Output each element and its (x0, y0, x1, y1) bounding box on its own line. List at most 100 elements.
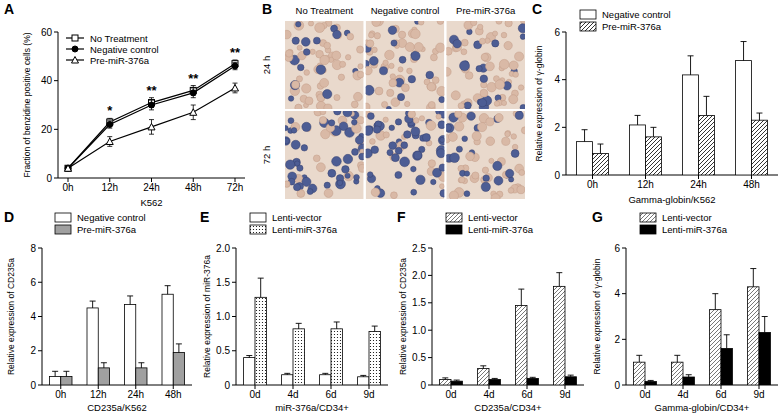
cell (387, 89, 394, 96)
bar (593, 154, 609, 175)
axes: 0246Relative expression of γ-globinGamma… (534, 27, 778, 206)
cell (357, 117, 364, 124)
cell (288, 96, 293, 101)
cell (480, 75, 488, 83)
cell (419, 116, 424, 121)
error-bar (176, 344, 182, 353)
cell (482, 167, 488, 173)
cell (366, 40, 373, 47)
cell (464, 102, 471, 109)
y-tick (54, 178, 58, 179)
y-tick-label: 8 (30, 243, 36, 254)
error-bar (149, 100, 154, 110)
legend-swatch (640, 225, 656, 234)
y-tick-label: 2.0 (412, 270, 426, 281)
error-bar (442, 378, 448, 380)
y-tick (428, 357, 432, 358)
error-bar (90, 301, 96, 308)
bar (699, 115, 715, 175)
error-bar (756, 113, 762, 120)
cell (285, 30, 291, 39)
y-axis-line (566, 32, 567, 175)
cell (478, 99, 486, 107)
cell (492, 40, 499, 47)
cell (414, 151, 422, 159)
cell (297, 165, 303, 171)
cell (358, 144, 364, 154)
cell (437, 86, 445, 96)
cell (338, 74, 344, 80)
cell (436, 43, 445, 52)
cell (295, 104, 302, 109)
bar (136, 368, 147, 385)
cell (511, 134, 517, 140)
bar (554, 286, 565, 385)
marker (72, 46, 78, 52)
error-bar (127, 296, 133, 305)
cell (464, 191, 470, 197)
x-tick-label: 24h (690, 179, 707, 190)
error-bar (63, 371, 69, 376)
bar (87, 308, 98, 385)
legend: Negative controlPre-miR-376a (55, 212, 146, 235)
bar (646, 137, 662, 175)
cell (324, 42, 331, 49)
plot-marks (65, 60, 239, 171)
y-tick (38, 282, 42, 283)
cell (387, 149, 393, 155)
x-tick-label: 24h (143, 182, 160, 193)
cell (391, 192, 398, 199)
cell (371, 188, 380, 197)
cell (285, 181, 290, 188)
y-tick-label: 0 (420, 380, 426, 391)
x-ticks: 0d4d6d9d (445, 385, 570, 400)
cell (499, 59, 509, 69)
marker (72, 57, 79, 64)
legend-swatch (55, 225, 71, 234)
error-bar (762, 317, 768, 333)
cell (515, 111, 523, 119)
y-tick (38, 248, 42, 249)
error-bar (582, 130, 588, 142)
cell (372, 21, 381, 26)
error-bar (750, 269, 756, 287)
error-bar (597, 144, 603, 154)
annotation: ** (230, 45, 241, 60)
y-tick (428, 385, 432, 386)
error-bar (741, 42, 747, 61)
cell (437, 21, 444, 24)
y-tick-label: 2.0 (216, 243, 230, 254)
marker (65, 165, 71, 171)
y-tick-label: 1.0 (216, 311, 230, 322)
y-tick (622, 248, 626, 249)
x-tick-label: 12h (637, 179, 654, 190)
error-bar (648, 380, 654, 381)
marker (190, 109, 197, 116)
y-axis-line (432, 248, 433, 385)
cell (339, 122, 348, 131)
bar (527, 378, 538, 385)
error-bar (334, 322, 340, 329)
plot-marks (440, 273, 577, 385)
bar (478, 369, 489, 385)
cell (390, 74, 395, 79)
cell (462, 136, 468, 142)
cell (480, 89, 488, 97)
cell (428, 101, 435, 108)
micrograph-bg (285, 21, 364, 109)
bar (282, 375, 293, 385)
x-axis-label: CD235a/CD34+ (474, 402, 542, 413)
cell (518, 24, 525, 33)
marker (65, 165, 71, 171)
y-tick-label: 0 (46, 173, 52, 184)
cell (385, 50, 395, 60)
cell (483, 175, 489, 181)
legend: Lenti-vectorLenti-miR-376a (446, 212, 534, 235)
x-axis-label: Gamma-globin/K562 (628, 194, 715, 205)
cell (334, 111, 341, 115)
y-tick (232, 350, 236, 351)
series-line (68, 64, 235, 169)
y-tick-label: 4 (614, 288, 620, 299)
cell (342, 166, 349, 173)
cell (345, 55, 350, 60)
